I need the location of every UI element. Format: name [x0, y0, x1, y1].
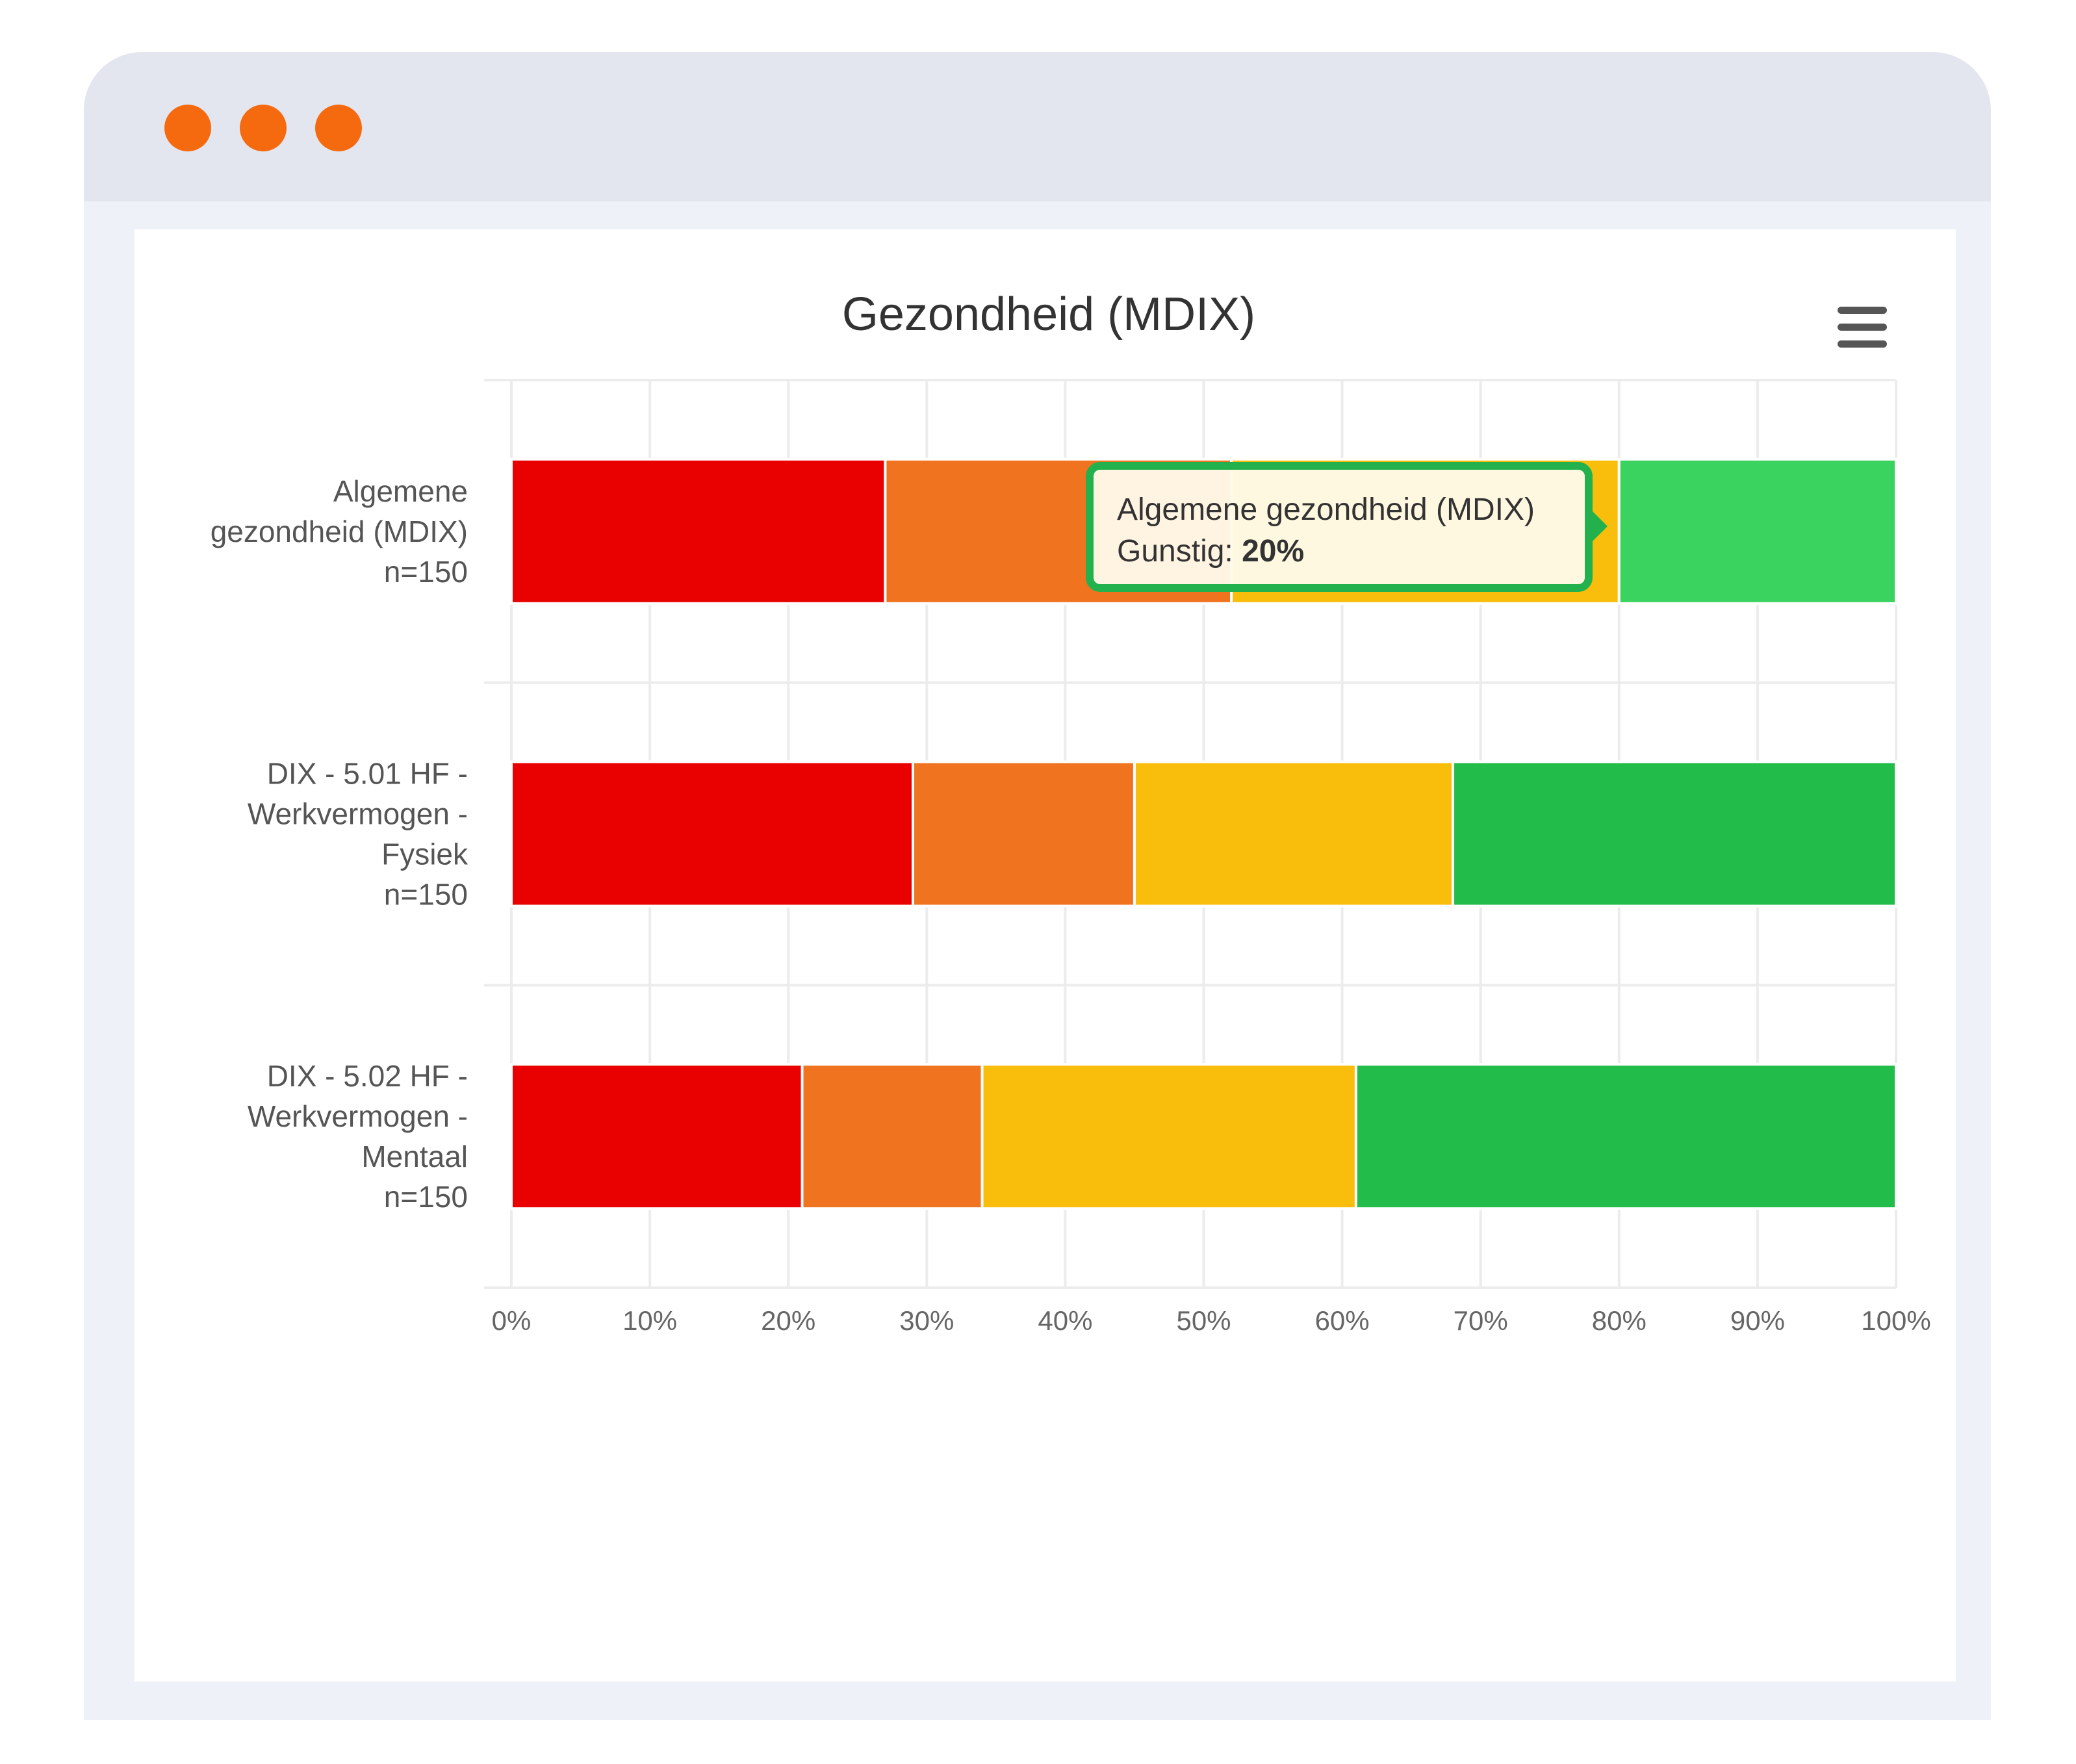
tooltip-category: Algemene gezondheid (MDIX)	[1117, 492, 1535, 527]
category-label-line: Algemene	[333, 474, 468, 508]
bar-segment[interactable]	[1617, 457, 1898, 605]
tooltip-value: 20%	[1242, 534, 1305, 569]
category-label-line: Werkvermogen -	[248, 1099, 468, 1133]
maximize-dot-icon[interactable]	[315, 105, 362, 151]
bar-segment[interactable]	[1133, 760, 1455, 908]
bar-segment[interactable]	[911, 760, 1136, 908]
category-label: Algemene gezondheid (MDIX) n=150	[211, 474, 468, 589]
tooltip-series-row: Gunstig: 20%	[1117, 531, 1585, 572]
hamburger-menu-icon-line	[1838, 307, 1887, 314]
category-label-line: n=150	[384, 1180, 468, 1214]
category-label: DIX - 5.01 HF - Werkvermogen - Fysiek n=150	[248, 757, 468, 912]
x-tick-label: 70%	[1454, 1305, 1508, 1336]
chart-menu-button[interactable]	[1838, 307, 1887, 348]
x-tick-label: 40%	[1038, 1305, 1092, 1336]
x-tick-label: 60%	[1315, 1305, 1370, 1336]
category-label-line: gezondheid (MDIX)	[211, 515, 468, 548]
category-label-line: Mentaal	[361, 1140, 468, 1173]
bar-segment[interactable]	[801, 1063, 984, 1210]
x-tick-label: 10%	[622, 1305, 677, 1336]
x-tick-label: 20%	[761, 1305, 815, 1336]
category-label-line: DIX - 5.02 HF -	[267, 1059, 468, 1093]
bar-segment[interactable]	[1354, 1063, 1897, 1210]
x-tick-label: 50%	[1176, 1305, 1231, 1336]
x-tick-label: 0%	[492, 1305, 532, 1336]
category-label-line: n=150	[384, 878, 468, 912]
x-tick-label: 100%	[1861, 1305, 1930, 1336]
minimize-dot-icon[interactable]	[240, 105, 287, 151]
category-label-line: Werkvermogen -	[248, 797, 468, 831]
hamburger-menu-icon-line	[1838, 324, 1887, 331]
category-label-line: n=150	[384, 555, 468, 589]
x-tick-label: 90%	[1730, 1305, 1785, 1336]
chart-bars	[510, 457, 1898, 1210]
x-tick-label: 80%	[1592, 1305, 1647, 1336]
x-tick-label: 30%	[899, 1305, 954, 1336]
category-label-line: Fysiek	[381, 837, 468, 871]
window-titlebar	[84, 52, 1991, 201]
hamburger-menu-icon-line	[1838, 340, 1887, 348]
category-label: DIX - 5.02 HF - Werkvermogen - Mentaal n=15…	[248, 1059, 468, 1214]
chart-tooltip: Algemene gezondheid (MDIX) Gunstig: 20%	[1086, 462, 1593, 592]
bar-segment[interactable]	[980, 1063, 1357, 1210]
close-dot-icon[interactable]	[164, 105, 211, 151]
bar-segment[interactable]	[510, 457, 887, 605]
chart-title: Gezondheid (MDIX)	[842, 288, 1255, 340]
tooltip-pointer-icon	[1591, 509, 1608, 543]
bar-segment[interactable]	[1452, 760, 1898, 908]
tooltip-series-label: Gunstig:	[1117, 534, 1242, 569]
bar-segment[interactable]	[510, 760, 914, 908]
x-axis-ticks: 0% 10% 20% 30% 40% 50% 60% 70% 80% 90% 100%	[492, 1305, 1931, 1336]
bar-segment[interactable]	[510, 1063, 804, 1210]
category-label-line: DIX - 5.01 HF -	[267, 757, 468, 791]
